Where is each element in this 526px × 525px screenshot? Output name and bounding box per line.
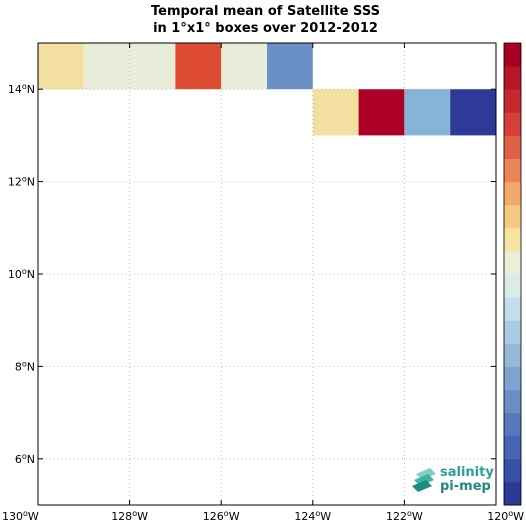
colorbar-segment-2	[504, 435, 521, 460]
colorbar-segment-7	[504, 320, 521, 344]
sss-cell-3	[175, 43, 222, 90]
x-tick-label-3: 124oW	[294, 509, 331, 523]
colorbar-segment-0	[504, 481, 521, 506]
y-tick-labels: 6oN 8oN 10oN 12oN 14oN	[8, 82, 35, 466]
colorbar-segment-11	[504, 227, 521, 252]
colorbar-segment-18	[504, 66, 521, 90]
x-tick-label-2: 126oW	[203, 509, 240, 523]
x-tick-label-5: 120oW	[487, 509, 524, 523]
y-tick-label-3: 12oN	[8, 175, 35, 189]
x-tick-label-1: 128oW	[111, 509, 148, 523]
colorbar-segment-16	[504, 112, 521, 136]
colorbar-segment-8	[504, 297, 521, 321]
sss-cell-5	[267, 43, 313, 90]
colorbar-segment-17	[504, 89, 521, 113]
y-tick-label-0: 6oN	[15, 452, 35, 466]
logo-line2: pi-mep	[440, 479, 491, 494]
colorbar-segment-10	[504, 250, 521, 275]
colorbar-segment-19	[504, 43, 521, 67]
colorbar	[503, 42, 522, 506]
colorbar-segment-9	[504, 274, 521, 298]
salinity-logo-icon	[412, 468, 436, 492]
sss-cell-7	[358, 89, 405, 136]
colorbar-segment-5	[504, 366, 521, 390]
colorbar-segment-12	[504, 204, 521, 229]
y-tick-label-4: 14oN	[8, 82, 35, 96]
sss-cell-8	[404, 89, 451, 136]
sss-cell-2	[129, 43, 176, 90]
sss-cell-1	[83, 43, 130, 90]
map-title-line2: in 1°x1° boxes over 2012-2012	[153, 21, 378, 36]
colorbar-segment-6	[504, 343, 521, 367]
colorbar-segment-1	[504, 458, 521, 483]
x-tick-labels: 130oW 128oW 126oW 124oW 122oW 120oW	[2, 509, 524, 523]
sss-cell-4	[221, 43, 267, 90]
data-cells	[38, 43, 496, 136]
map-title-line1: Temporal mean of Satellite SSS	[151, 4, 380, 19]
colorbar-segment-4	[504, 389, 521, 414]
colorbar-frame	[503, 42, 522, 506]
y-tick-label-2: 10oN	[8, 267, 35, 281]
tick-marks	[37, 43, 497, 505]
sss-cell-9	[450, 89, 496, 136]
salinity-pi-mep-logo: salinity pi-mep	[410, 464, 494, 498]
colorbar-segment-3	[504, 412, 521, 437]
y-tick-label-1: 8oN	[15, 359, 35, 373]
x-tick-label-0: 130oW	[2, 509, 39, 523]
logo-line1: salinity	[440, 465, 494, 480]
colorbar-segment-13	[504, 181, 521, 206]
sss-cell-6	[312, 89, 359, 136]
colorbar-segment-15	[504, 135, 521, 159]
sss-cell-0	[38, 43, 84, 90]
map-title: Temporal mean of Satellite SSS in 1°x1° …	[38, 3, 493, 37]
x-tick-label-4: 122oW	[386, 509, 423, 523]
gridlines	[38, 43, 496, 505]
colorbar-segment-14	[504, 158, 521, 183]
